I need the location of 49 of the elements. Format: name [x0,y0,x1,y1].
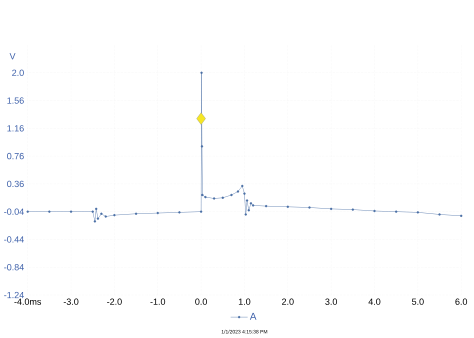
point [236,190,240,193]
y-tick-label: 0.36 [7,180,24,188]
point [373,210,376,212]
x-tick-label: 0.0 [195,298,207,305]
y-tick-label: 0.76 [7,152,24,160]
point [246,199,248,202]
point [394,210,398,213]
point [94,220,96,223]
point [230,194,233,196]
point [113,214,116,216]
y-tick-label: 1.56 [7,97,24,104]
point [94,208,98,210]
point [438,213,441,216]
x-tick-label: -4.0ms [14,298,42,305]
point [48,210,51,213]
x-tick-label: 2.0 [282,298,294,305]
y-tick-label: -0.84 [4,264,24,270]
point [250,202,252,205]
x-tick-label: 1.0 [238,298,250,305]
point [178,211,181,214]
y-tick-label: 2.0 [12,70,24,76]
legend-label: A [250,312,256,320]
point [330,208,332,210]
point [212,197,216,200]
point [200,210,202,213]
x-tick-label: -2.0 [107,298,122,305]
x-tick-label: -1.0 [150,298,166,305]
point [96,217,100,220]
x-tick-label: 4.0 [368,298,380,305]
y-tick-label: -0.04 [4,208,24,215]
point [200,145,204,148]
point [201,194,204,196]
y-tick-label: -0.44 [4,236,24,243]
point [204,196,207,198]
x-tick-label: 6.0 [455,298,468,305]
y-tick-label: -1.24 [4,292,24,298]
point [196,112,206,125]
x-tick-label: 5.0 [412,298,424,305]
point [308,206,311,209]
y-axis-title: V [10,53,16,60]
point [252,204,254,207]
point [416,211,420,214]
y-tick-label: 1.16 [7,125,24,132]
point [352,208,354,211]
x-tick-label: 3.0 [325,298,338,305]
point [243,192,246,195]
point [70,210,72,213]
x-tick-label: -3.0 [64,298,78,305]
point [264,204,268,208]
